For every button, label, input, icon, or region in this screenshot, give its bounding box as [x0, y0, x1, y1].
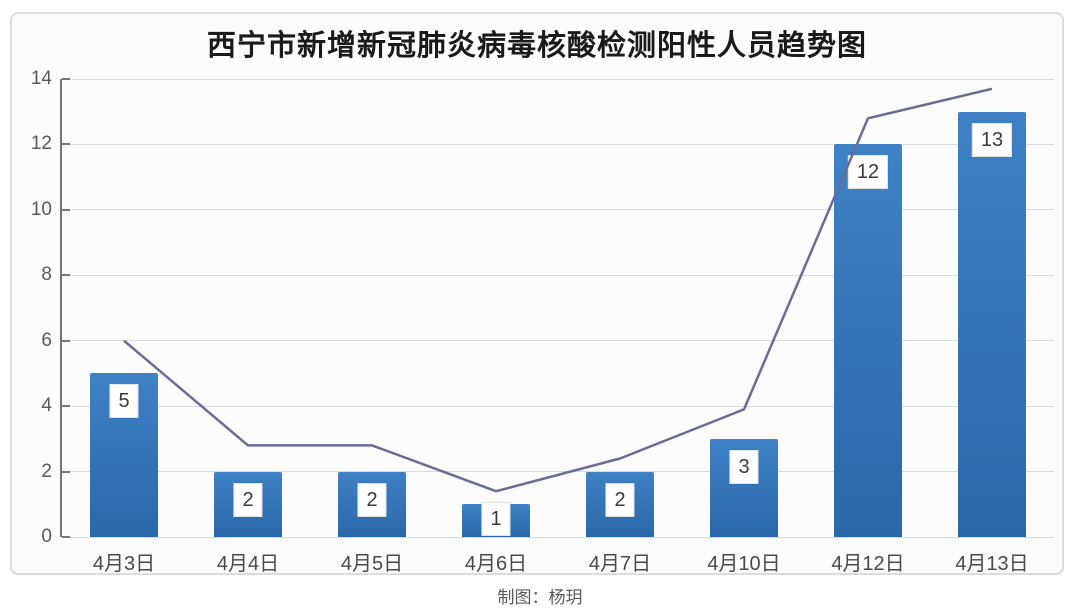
caption: 制图：杨玥 [497, 588, 583, 607]
bar-value-label: 13 [971, 122, 1013, 157]
bar-value-label: 3 [729, 449, 759, 484]
bar [958, 111, 1026, 537]
plot-area: 0 2 4 6 8 10 12 14 5 4月3日 2 4月4日 2 4月5日 1 4月6日 2 4月7日 3 4月1… [31, 69, 1054, 575]
y-tick-label: 10 [30, 198, 52, 220]
y-axis-tick [62, 339, 70, 342]
y-axis-tick [62, 274, 70, 277]
x-tick-label: 4月13日 [955, 553, 1029, 575]
y-axis-line [60, 79, 62, 537]
x-tick-label: 4月6日 [464, 553, 528, 575]
chart-title: 西宁市新增新冠肺炎病毒核酸检测阳性人员趋势图 [206, 30, 867, 62]
gridline [62, 471, 1054, 473]
y-tick-label: 0 [41, 526, 52, 547]
x-tick-label: 4月7日 [588, 553, 652, 575]
bar-value-label: 12 [847, 155, 889, 190]
y-tick-label: 2 [41, 460, 52, 482]
bar-value-label: 2 [605, 482, 635, 517]
trend-line-layer [123, 87, 993, 493]
gridline [62, 143, 1054, 145]
y-axis-tick [62, 470, 70, 473]
gridline [62, 537, 1054, 538]
gridline [62, 340, 1054, 342]
x-tick-label: 4月3日 [92, 553, 156, 575]
bar-value-label: 1 [481, 502, 511, 537]
bar-value-label: 5 [109, 384, 139, 419]
y-tick-label: 12 [30, 133, 52, 155]
y-axis-tick [62, 208, 70, 211]
bar-value-label: 2 [233, 482, 263, 517]
trend-line [123, 87, 993, 493]
x-tick-label: 4月12日 [831, 553, 905, 575]
gridline [62, 274, 1054, 276]
y-tick-label: 8 [41, 264, 52, 286]
y-axis-tick [62, 78, 70, 80]
bar [834, 144, 902, 537]
gridline [62, 209, 1054, 211]
x-tick-label: 4月4日 [216, 553, 280, 575]
y-tick-label: 4 [41, 395, 52, 417]
gridline [62, 79, 1054, 80]
y-axis-tick [62, 405, 70, 408]
y-axis-tick [62, 536, 70, 538]
bar-value-label: 2 [357, 482, 387, 517]
chart-panel: 西宁市新增新冠肺炎病毒核酸检测阳性人员趋势图 0 2 4 6 8 10 12 14 5 4月3日 2… [10, 12, 1064, 575]
y-tick-label: 14 [30, 68, 52, 89]
x-tick-label: 4月10日 [707, 553, 781, 575]
gridline [62, 405, 1054, 407]
x-tick-label: 4月5日 [340, 553, 404, 575]
y-tick-label: 6 [41, 329, 52, 351]
y-axis-tick [62, 143, 70, 146]
